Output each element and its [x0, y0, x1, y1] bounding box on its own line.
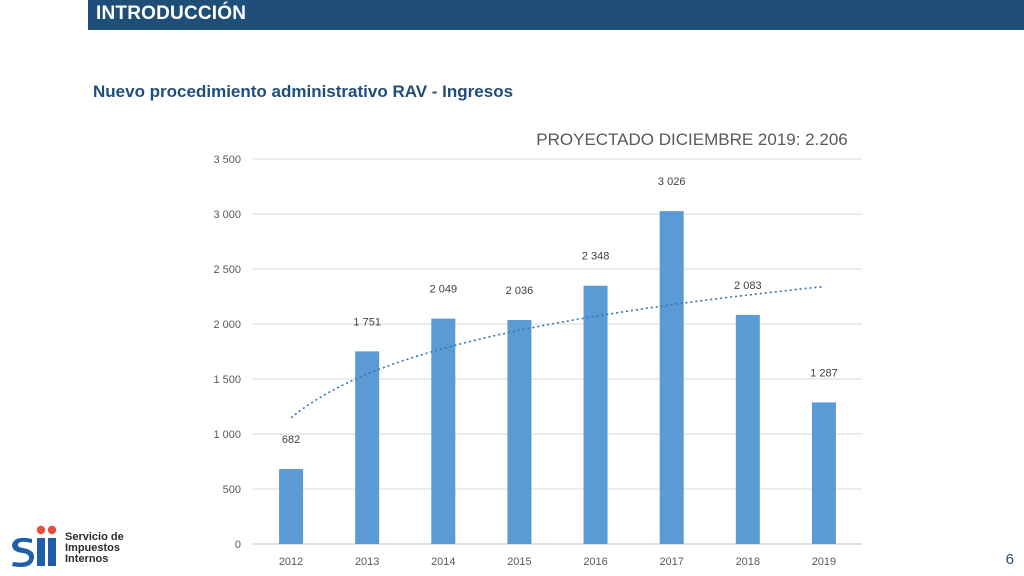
sii-logo: Servicio de Impuestos Internos — [8, 523, 158, 569]
data-label: 2 083 — [734, 280, 762, 292]
x-tick-label: 2019 — [812, 556, 836, 568]
chart-gridlines — [253, 158, 862, 545]
y-tick-label: 2 000 — [213, 319, 241, 331]
data-label: 1 287 — [810, 367, 838, 379]
x-tick-label: 2015 — [507, 556, 531, 568]
data-label: 3 026 — [658, 176, 686, 188]
y-tick-label: 500 — [223, 484, 241, 496]
x-axis-ticks: 2012 2013 2014 2015 2016 2017 2018 2019 — [279, 556, 836, 568]
x-tick-label: 2016 — [583, 556, 607, 568]
data-label: 2 049 — [430, 284, 458, 296]
chart-bars — [279, 211, 836, 544]
bar-2014 — [431, 318, 456, 544]
trendline-path — [290, 285, 824, 419]
x-tick-label: 2013 — [355, 556, 379, 568]
bar-2015 — [507, 320, 532, 544]
logo-line-1: Servicio de — [65, 531, 124, 543]
data-label: 2 036 — [506, 285, 534, 297]
y-tick-label: 1 500 — [213, 374, 241, 386]
sii-logo-mark — [12, 525, 57, 567]
header-title: INTRODUCCIÓN — [96, 3, 247, 24]
slide-subtitle: Nuevo procedimiento administrativo RAV -… — [93, 82, 514, 101]
y-axis-ticks: 0 500 1 000 1 500 2 000 2 500 3 000 3 500 — [213, 154, 241, 551]
bar-2017 — [659, 211, 684, 544]
x-tick-label: 2012 — [279, 556, 303, 568]
bar-2019 — [811, 402, 836, 544]
header-bar: INTRODUCCIÓN — [88, 0, 1024, 30]
bar-2018 — [735, 314, 760, 544]
data-label: 2 348 — [582, 251, 610, 263]
x-tick-label: 2017 — [659, 556, 683, 568]
data-label: 682 — [282, 434, 300, 446]
y-tick-label: 0 — [235, 539, 241, 551]
y-tick-label: 2 500 — [213, 264, 241, 276]
y-tick-label: 3 500 — [213, 154, 241, 166]
chart-title: PROYECTADO DICIEMBRE 2019: 2.206 — [536, 130, 847, 149]
logo-line-2: Impuestos — [65, 542, 121, 554]
x-tick-label: 2014 — [431, 556, 455, 568]
logo-line-3: Internos — [65, 553, 109, 565]
bar-2012 — [279, 468, 304, 544]
bar-2013 — [355, 351, 380, 544]
trendline — [290, 285, 824, 419]
y-tick-label: 1 000 — [213, 429, 241, 441]
logo-text: Servicio de Impuestos Internos — [65, 532, 124, 565]
bar-2016 — [583, 285, 608, 544]
data-label: 1 751 — [353, 316, 381, 328]
y-tick-label: 3 000 — [213, 209, 241, 221]
x-tick-label: 2018 — [736, 556, 760, 568]
data-labels: 682 1 751 2 049 2 036 2 348 3 026 2 083 1 287 — [282, 176, 838, 446]
page-number: 6 — [1005, 551, 1014, 568]
